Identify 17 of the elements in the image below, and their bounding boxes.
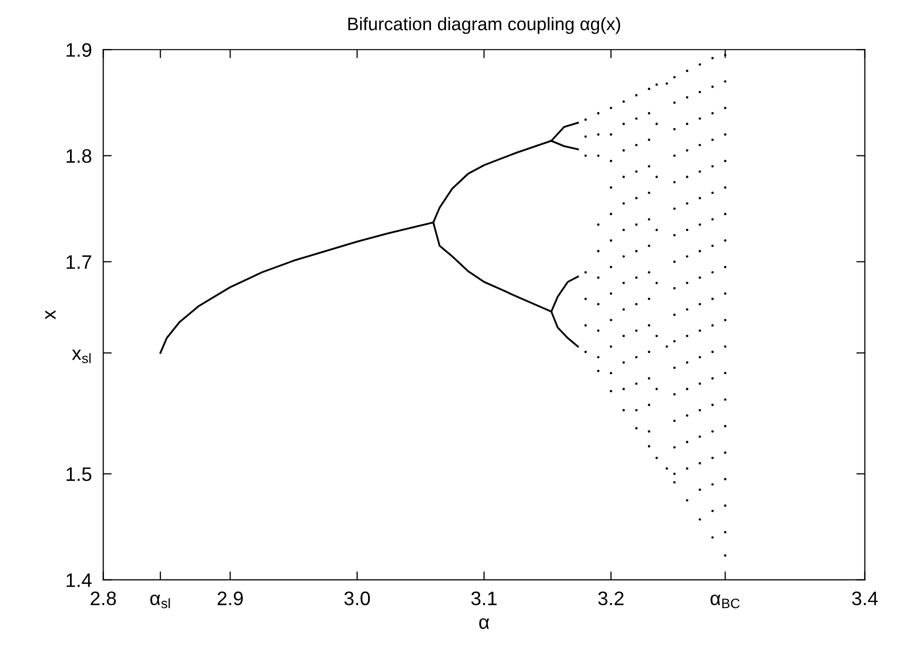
y-axis-title: x [45,310,56,320]
x-tick-label: 3.1 [471,591,497,606]
x-tick-label: α$_{BC}$ [710,594,740,608]
x-axis-title: α [479,618,490,629]
x-tick-label: 2.9 [218,591,243,606]
chart-title: Bifurcation diagram coupling αg(x) [348,17,620,34]
x-tick-label: 3.0 [344,591,370,606]
y-tick-label: x$_{sl}$ [72,350,91,364]
x-tick-label: 2.8 [90,591,116,606]
x-tick-label: 3.2 [598,591,624,606]
y-tick-label: 1.4 [66,574,92,587]
y-tick-label: 1.8 [66,149,92,163]
x-tick-label: 3.4 [852,591,878,606]
y-tick-label: 1.5 [66,467,92,482]
y-tick-label: 1.9 [66,43,92,57]
y-tick-label: 1.7 [66,255,92,269]
x-tick-label: α$_{sl}$ [150,594,170,608]
